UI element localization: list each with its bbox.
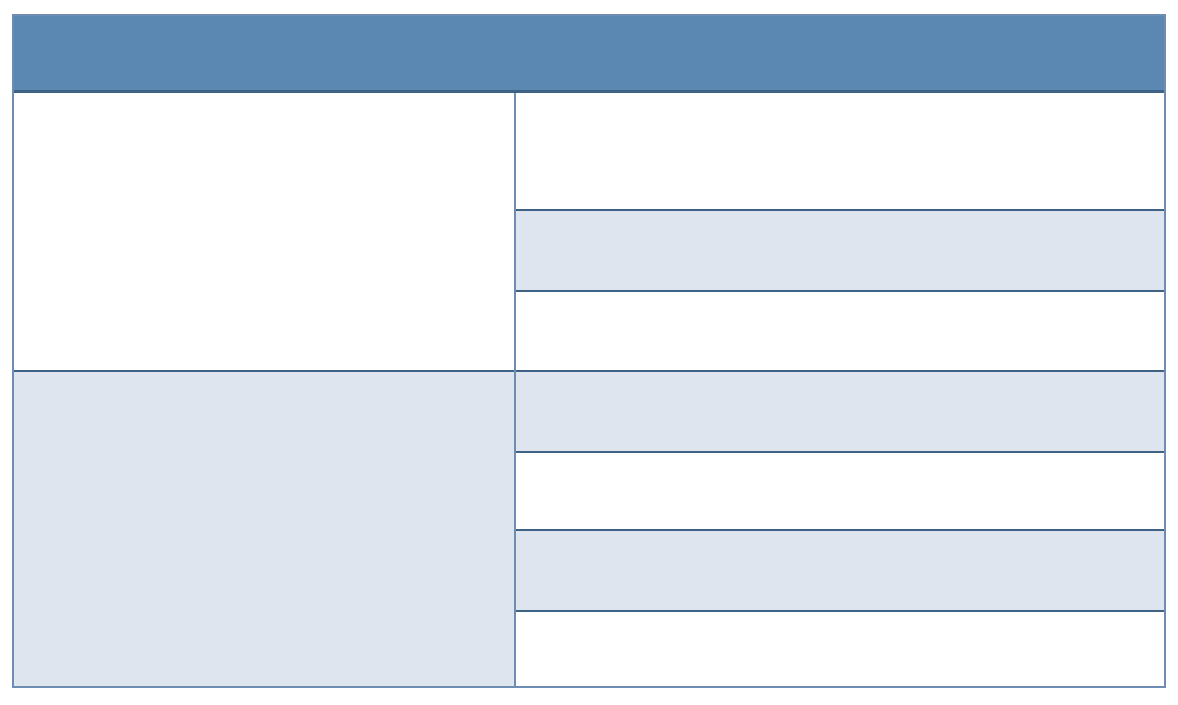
right-row-4[interactable] xyxy=(516,370,1164,451)
left-merged-cell-top[interactable] xyxy=(14,93,514,370)
table-header-cell[interactable] xyxy=(14,16,1164,93)
right-row-3[interactable] xyxy=(516,290,1164,370)
table-left-column xyxy=(14,93,516,686)
right-row-2[interactable] xyxy=(516,209,1164,290)
table-right-column xyxy=(516,93,1164,686)
right-row-7[interactable] xyxy=(516,610,1164,686)
right-row-1[interactable] xyxy=(516,93,1164,209)
empty-table xyxy=(12,14,1166,688)
right-row-6[interactable] xyxy=(516,529,1164,610)
right-row-5[interactable] xyxy=(516,451,1164,529)
table-body xyxy=(14,93,1164,686)
left-merged-cell-bottom[interactable] xyxy=(14,370,514,686)
